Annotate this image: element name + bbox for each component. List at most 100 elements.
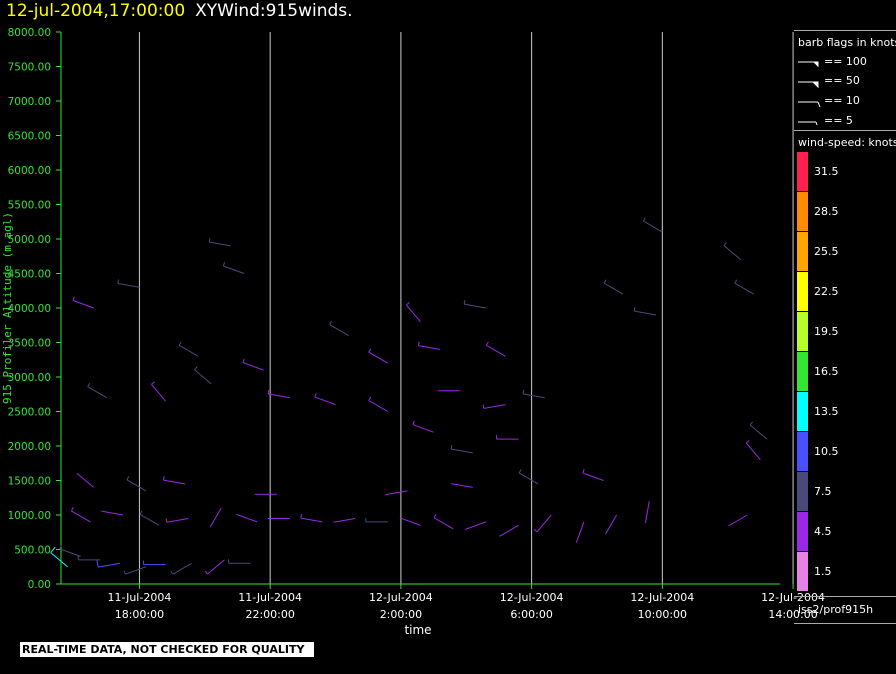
wind-barb (170, 562, 192, 575)
colorbar-swatch (797, 192, 808, 231)
colorbar-swatch (797, 352, 808, 391)
wind-barb (465, 521, 487, 530)
wind-barb (267, 389, 290, 399)
wind-barb (644, 501, 650, 523)
y-axis-label: 915 Profiler Altitude (m agl) (1, 212, 14, 404)
wind-barb (208, 238, 232, 247)
x-tick-date-label: 12-Jul-2004 (630, 591, 694, 604)
title-datetime: 12-jul-2004,17:00:00 (6, 1, 186, 21)
colorbar-label: 13.5 (814, 405, 839, 418)
barb-legend-glyphs (798, 61, 821, 126)
wind-barb (518, 469, 539, 485)
wind-barb (485, 341, 506, 357)
y-tick-label: 7000.00 (8, 96, 51, 108)
y-tick-label: 500.00 (14, 545, 51, 557)
wind-barb (70, 507, 91, 523)
colorbar-label: 28.5 (814, 205, 839, 218)
wind-barb (575, 521, 585, 543)
colorbar-label: 1.5 (814, 565, 832, 578)
wind-barb (412, 420, 434, 433)
wind-barb (433, 514, 454, 530)
y-tick-label: 0.00 (28, 579, 51, 591)
wind-barb (222, 262, 245, 274)
source-label: iss2/prof915h (798, 603, 874, 616)
wind-barb (499, 524, 519, 537)
title-product: XYWind:915winds. (195, 1, 353, 21)
barb-10-tick (817, 101, 821, 108)
y-tick-label: 2500.00 (8, 407, 51, 419)
y-tick-label: 1000.00 (8, 510, 51, 522)
wind-barb (242, 358, 264, 371)
wind-barb (300, 514, 323, 523)
colorbar-label: 22.5 (814, 285, 839, 298)
wind-barb (151, 381, 166, 402)
wind-barb (77, 555, 101, 561)
legend-panel: barb flags in knots == 100 == 50 == 10 =… (794, 30, 896, 630)
y-tick-label: 5500.00 (8, 200, 51, 212)
x-tick-time-label: 2:00:00 (380, 608, 422, 621)
wind-barb (178, 341, 199, 357)
colorbar-label: 31.5 (814, 165, 839, 178)
wind-barb (163, 476, 186, 485)
chart-title: 12-jul-2004,17:00:00 XYWind:915winds. (6, 0, 353, 24)
colorbar-swatch (797, 312, 808, 351)
wind-barb (533, 514, 552, 533)
wind-barb (385, 490, 408, 496)
y-tick-label: 6500.00 (8, 131, 51, 143)
wind-barb (496, 435, 519, 440)
wind-barb (126, 476, 147, 492)
x-tick-time-label: 14:00:00 (768, 608, 817, 621)
colorbar-label: 4.5 (814, 525, 832, 538)
speed-legend-header: wind-speed: knots (798, 136, 896, 149)
y-tick-label: 1500.00 (8, 476, 51, 488)
wind-barb (333, 517, 356, 523)
wind-barb (482, 404, 506, 409)
barb-50-flag (811, 81, 819, 89)
colorbar-swatch (797, 152, 808, 191)
y-tick-label: 4500.00 (8, 269, 51, 281)
wind-barb (450, 445, 473, 454)
wind-barb (405, 301, 421, 323)
wind-barb (96, 560, 120, 568)
barb-legend-50: == 50 (824, 74, 860, 87)
wind-barb (139, 510, 160, 526)
wind-barb (417, 341, 441, 350)
colorbar-swatch (797, 272, 808, 311)
x-axis-label: time (404, 623, 431, 637)
y-tick-label: 4000.00 (8, 303, 51, 315)
wind-barb (723, 242, 742, 261)
y-tick-label: 7500.00 (8, 62, 51, 74)
wind-barb (76, 472, 95, 488)
wind-barb (314, 393, 336, 406)
x-tick-date-label: 12-Jul-2004 (761, 591, 825, 604)
wind-barb (749, 421, 768, 440)
x-tick-time-label: 10:00:00 (638, 608, 687, 621)
colorbar-label: 7.5 (814, 485, 832, 498)
y-tick-label: 3500.00 (8, 338, 51, 350)
wind-barb (728, 514, 748, 527)
colorbar-label: 19.5 (814, 325, 839, 338)
legend-divider (794, 30, 896, 31)
x-tick-date-label: 12-Jul-2004 (369, 591, 433, 604)
legend-divider (794, 596, 896, 597)
wind-barb (236, 513, 258, 523)
wind-barb (194, 366, 212, 385)
colorbar-swatch (797, 472, 808, 511)
barb-5-tick (815, 121, 818, 126)
wind-barb (59, 544, 81, 557)
barb-legend-5: == 5 (824, 114, 853, 127)
y-tick-label: 8000.00 (8, 27, 51, 39)
barb-legend-10: == 10 (824, 94, 860, 107)
wind-barb (368, 396, 389, 412)
x-tick-date-label: 12-Jul-2004 (500, 591, 564, 604)
wind-barb (228, 559, 251, 564)
wind-barb (165, 517, 189, 523)
wind-barb (72, 296, 94, 309)
wind-barb (603, 279, 624, 295)
barb-100-flag (812, 61, 819, 68)
wind-barb (633, 307, 656, 316)
wind-barb (204, 559, 225, 575)
quality-warning: REAL-TIME DATA, NOT CHECKED FOR QUALITY (20, 642, 315, 657)
colorbar-label: 16.5 (814, 365, 839, 378)
